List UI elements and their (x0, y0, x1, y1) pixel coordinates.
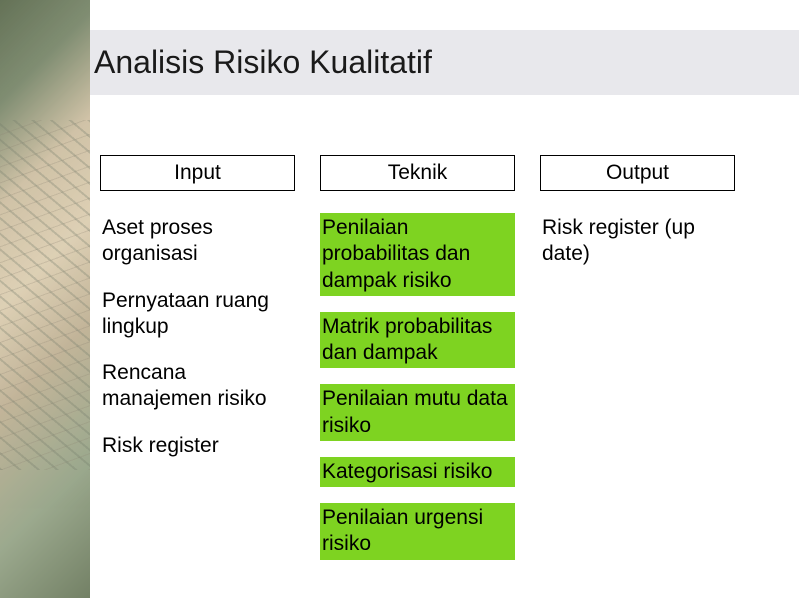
input-item: Pernyataan ruang lingkup (100, 286, 295, 343)
output-items: Risk register (up date) (540, 213, 735, 270)
column-teknik: Teknik Penilaian probabilitas dan dampak… (320, 155, 515, 576)
teknik-items: Penilaian probabilitas dan dampak risiko… (320, 213, 515, 560)
column-header-input: Input (100, 155, 295, 191)
output-item: Risk register (up date) (540, 213, 735, 270)
teknik-item: Penilaian urgensi risiko (320, 503, 515, 560)
background-photo-strip (0, 0, 90, 598)
input-item: Risk register (100, 431, 295, 461)
teknik-item: Kategorisasi risiko (320, 457, 515, 487)
input-item: Rencana manajemen risiko (100, 358, 295, 415)
column-input: Input Aset proses organisasi Pernyataan … (100, 155, 295, 477)
teknik-item: Penilaian probabilitas dan dampak risiko (320, 213, 515, 296)
teknik-item: Penilaian mutu data risiko (320, 384, 515, 441)
input-item: Aset proses organisasi (100, 213, 295, 270)
input-items: Aset proses organisasi Pernyataan ruang … (100, 213, 295, 461)
column-header-teknik: Teknik (320, 155, 515, 191)
teknik-item: Matrik probabilitas dan dampak (320, 312, 515, 369)
column-output: Output Risk register (up date) (540, 155, 735, 286)
column-header-output: Output (540, 155, 735, 191)
title-bar: Analisis Risiko Kualitatif (90, 30, 799, 95)
page-title: Analisis Risiko Kualitatif (94, 44, 432, 81)
